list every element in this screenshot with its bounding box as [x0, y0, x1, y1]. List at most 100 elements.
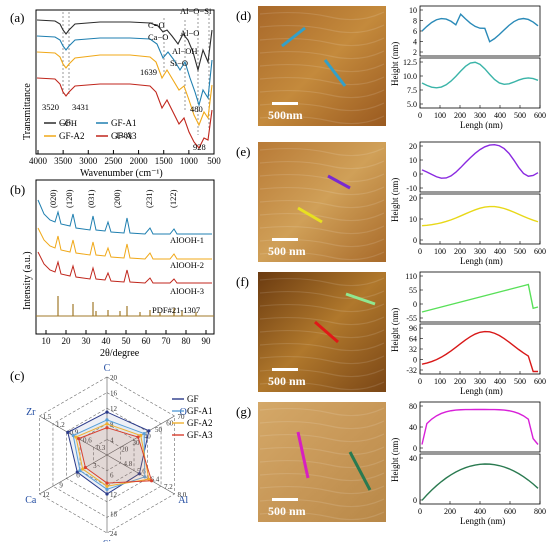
radar-tick-label: 6.4	[151, 475, 160, 483]
radar-tick-label: 0.6	[83, 436, 92, 444]
afm-profile-line	[297, 206, 323, 224]
panel-a-x-tick-label: 4000	[29, 156, 48, 166]
radar-point	[105, 484, 109, 488]
profile-x-tick-label: 400	[494, 377, 506, 386]
panel-b-peak-label: (120)	[64, 189, 74, 208]
afm-texture	[259, 303, 385, 313]
profile-y-tick-label: 10	[409, 215, 417, 224]
panel-b-peak-label: (200)	[112, 189, 122, 208]
afm-texture	[259, 342, 385, 352]
height-profile	[421, 408, 539, 445]
radar-tick-label: 0.3	[96, 444, 105, 452]
afm-texture	[259, 89, 385, 99]
afm-texture	[259, 186, 385, 196]
panel-b-reference-sticks	[57, 296, 197, 316]
radar-point	[105, 410, 109, 414]
radar-point	[83, 465, 87, 470]
radar-axis-label: Zr	[26, 407, 36, 418]
xrd-alooh-3	[37, 251, 212, 284]
panel-b-x-tick-label: 70	[162, 336, 172, 346]
panel-c: (c) C48121620O203040506070Al4.85.66.47.2…	[10, 363, 213, 542]
profile-y-tick-label: -32	[406, 366, 417, 375]
afm-texture	[259, 472, 385, 482]
scale-bar	[272, 368, 298, 371]
height-profile	[421, 205, 539, 227]
profile-x-tick-label: 200	[454, 111, 466, 120]
panel-b-xlabel: 2θ/degree	[100, 348, 140, 359]
afm-texture	[259, 147, 385, 157]
profile-plot-frame	[419, 141, 541, 193]
panel-a-legend-label: GF-A1	[111, 118, 137, 128]
xrd-alooh-2	[37, 227, 212, 260]
radar-tick-label: 30	[133, 439, 141, 447]
radar-legend-label: GF-A2	[187, 418, 213, 428]
panel-a-annotation: C=O	[148, 20, 165, 30]
panel-a-x-tick-label: 2500	[104, 156, 123, 166]
profile-x-tick-label: 200	[454, 247, 466, 256]
profile-y-tick-label: 0	[413, 170, 417, 179]
panel-b-series-label: AlOOH-1	[170, 235, 204, 245]
height-profile	[421, 143, 539, 179]
panel-c-label: (c)	[10, 368, 24, 383]
radar-axis-label: Si	[103, 539, 112, 542]
panel-a-annotation: −OH	[60, 118, 77, 128]
radar-point	[147, 477, 151, 481]
profile-y-tick-label: 8	[413, 17, 417, 26]
profile-y-tick-label: 6	[413, 27, 417, 36]
profile-y-tick-label: 0	[413, 444, 417, 453]
panel-b-x-tick-label: 90	[202, 336, 212, 346]
radar-tick-label: 50	[155, 426, 163, 434]
profile-ylabel: Height (nm)	[390, 42, 400, 86]
profile-x-tick-label: 600	[504, 507, 516, 516]
profile-plot-frame	[419, 453, 541, 505]
radar-tick-label: 1.5	[42, 413, 51, 421]
profile-ylabel: Height (nm)	[390, 438, 400, 482]
profile-x-tick-label: 500	[514, 377, 526, 386]
profile-x-tick-label: 300	[474, 247, 486, 256]
afm-texture	[259, 50, 385, 60]
radar-tick-label: 12	[42, 491, 50, 499]
afm-texture	[259, 433, 385, 443]
afm-image	[258, 402, 386, 522]
radar-tick-label: 6	[76, 472, 80, 480]
panel-a-x-tick-label: 2000	[130, 156, 149, 166]
afm-texture	[259, 37, 385, 47]
panel-a-x-tick-label: 1000	[180, 156, 199, 166]
afm-texture	[259, 290, 385, 300]
panel-b-x-tick-label: 80	[182, 336, 192, 346]
profile-x-tick-label: 100	[434, 247, 446, 256]
panel-a-annotation: Al−O	[180, 28, 199, 38]
radar-point	[105, 422, 109, 426]
height-profile	[421, 13, 539, 43]
profile-x-tick-label: 0	[418, 507, 422, 516]
afm-texture	[259, 381, 385, 391]
radar-tick-label: 12	[110, 405, 118, 413]
panel-a-legend: GF GF-A1 GF-A2 GF-A3	[44, 118, 137, 141]
profile-x-tick-label: 600	[534, 377, 546, 386]
afm-image	[258, 272, 386, 392]
radar-point	[149, 479, 154, 483]
scale-bar	[272, 102, 298, 105]
afm-texture	[259, 316, 385, 326]
afm-texture	[259, 420, 385, 430]
radar-point	[105, 426, 109, 430]
afm-texture	[259, 115, 385, 125]
afm-texture	[259, 76, 385, 86]
profile-y-tick-label: 10.0	[403, 72, 417, 81]
radar-point	[105, 492, 109, 496]
panel-a-annotation: 1383	[115, 130, 132, 140]
panel-a-annotation: 1639	[140, 67, 157, 77]
profile-y-tick-label: 40	[409, 423, 417, 432]
panel-d-label: (d)	[236, 8, 251, 23]
panel-a-annotation: 3431	[72, 102, 89, 112]
radar-tick-label: 9	[59, 481, 63, 489]
profile-x-tick-label: 500	[514, 111, 526, 120]
scale-bar-label: 500nm	[268, 108, 303, 122]
radar-point	[81, 467, 85, 471]
scale-bar	[272, 498, 298, 501]
panel-b-peak-label: (020)	[48, 189, 58, 208]
afm-profile-line	[281, 26, 306, 48]
